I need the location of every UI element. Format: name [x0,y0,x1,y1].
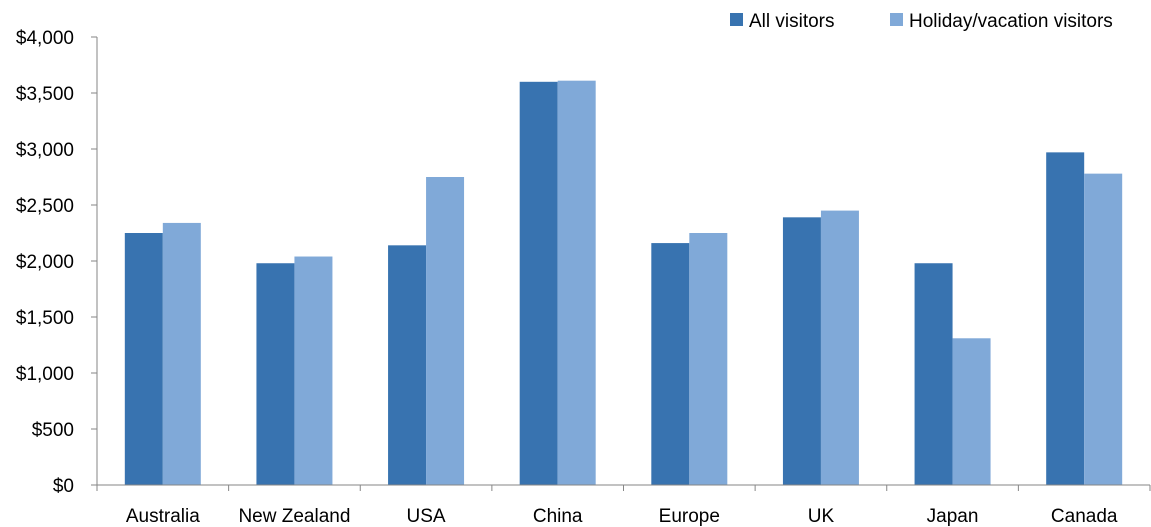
bar-holiday-visitors [952,338,991,485]
bar-all-visitors [388,245,427,485]
x-tick-label: Europe [659,506,720,527]
x-tick-label: China [533,506,583,527]
bar-all-visitors [782,217,821,485]
y-tick-label: $2,500 [16,196,74,217]
bar-holiday-visitors [162,222,201,486]
bars [124,80,1123,486]
x-tick-label: Japan [927,506,979,527]
legend-label: All visitors [749,11,835,32]
bar-all-visitors [651,243,690,485]
bar-all-visitors [124,233,163,485]
bar-holiday-visitors [426,177,465,485]
x-tick-label: New Zealand [238,506,350,527]
y-tick-label: $1,000 [16,364,74,385]
x-tick-label: Canada [1051,506,1118,527]
bar-holiday-visitors [820,210,859,485]
y-tick-label: $3,500 [16,84,74,105]
bar-holiday-visitors [1084,173,1123,485]
bar-holiday-visitors [689,233,728,485]
legend-label: Holiday/vacation visitors [909,11,1113,32]
y-axis: $0 $500 $1,000 $1,500 $2,000 $2,500 $3,000 $3,5… [16,28,98,497]
y-tick-label: $0 [53,476,74,497]
legend: All visitors Holiday/vacation visitors [730,11,1113,32]
y-tick-label: $2,000 [16,252,74,273]
x-tick-label: Australia [126,506,200,527]
bar-all-visitors [256,263,295,485]
x-tick-label: USA [407,506,446,527]
bar-holiday-visitors [294,256,333,485]
legend-swatch [730,13,743,26]
y-tick-label: $1,500 [16,308,74,329]
x-axis: Australia New Zealand USA China Europe UK Japa… [96,484,1151,527]
y-tick-label: $500 [32,420,74,441]
legend-swatch [890,13,903,26]
bar-all-visitors [519,81,558,486]
bar-holiday-visitors [557,80,596,486]
y-tick-label: $4,000 [16,28,74,49]
bar-all-visitors [914,263,953,485]
bar-all-visitors [1046,152,1085,486]
y-tick-label: $3,000 [16,140,74,161]
x-tick-label: UK [808,506,835,527]
